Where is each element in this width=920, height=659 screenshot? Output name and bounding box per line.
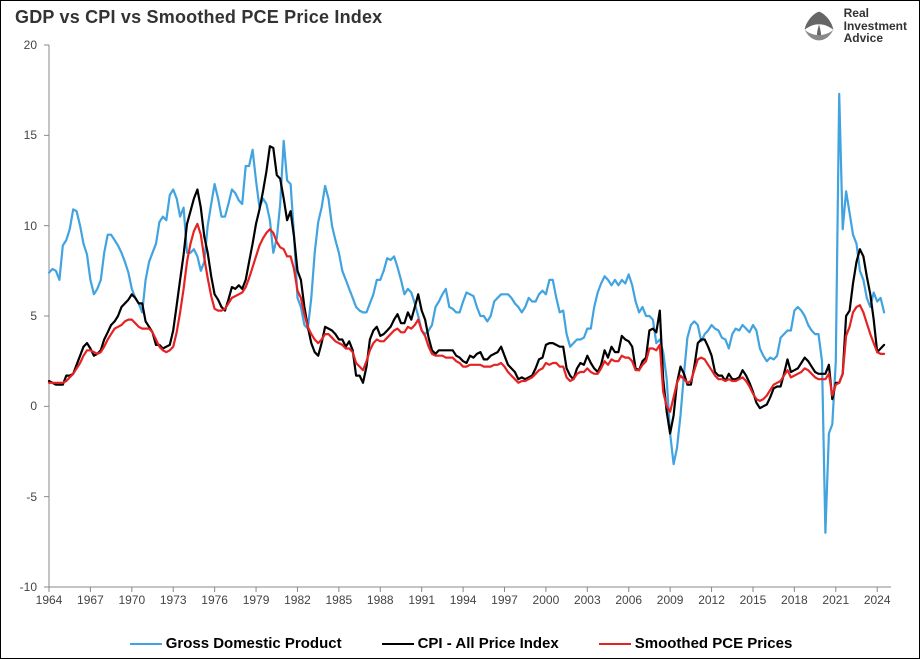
legend: Gross Domestic Product CPI - All Price I… xyxy=(1,635,920,652)
x-axis-labels: 1964196719701973197619791982198519881991… xyxy=(41,593,901,613)
x-tick-label: 1985 xyxy=(326,593,353,607)
x-tick-label: 1967 xyxy=(77,593,104,607)
y-tick-label: -10 xyxy=(7,580,37,594)
legend-swatch-gdp xyxy=(130,643,162,645)
y-tick-label: 0 xyxy=(7,399,37,413)
y-tick-label: 15 xyxy=(7,128,37,142)
legend-swatch-cpi xyxy=(382,643,414,645)
x-tick-label: 1979 xyxy=(243,593,270,607)
legend-item-pce: Smoothed PCE Prices xyxy=(599,635,793,652)
y-tick-label: 20 xyxy=(7,38,37,52)
x-tick-label: 1994 xyxy=(450,593,477,607)
series-line xyxy=(49,94,884,533)
x-tick-label: 2003 xyxy=(574,593,601,607)
x-tick-label: 2015 xyxy=(740,593,767,607)
x-tick-label: 2006 xyxy=(615,593,642,607)
legend-swatch-pce xyxy=(599,643,631,645)
legend-item-gdp: Gross Domestic Product xyxy=(130,635,342,652)
x-tick-label: 1991 xyxy=(408,593,435,607)
y-tick-label: 5 xyxy=(7,309,37,323)
x-tick-label: 2024 xyxy=(864,593,891,607)
x-tick-label: 2018 xyxy=(781,593,808,607)
legend-label-cpi: CPI - All Price Index xyxy=(418,635,559,652)
x-tick-label: 2009 xyxy=(657,593,684,607)
x-tick-label: 1976 xyxy=(201,593,228,607)
x-tick-label: 1973 xyxy=(160,593,187,607)
chart-title: GDP vs CPI vs Smoothed PCE Price Index xyxy=(15,7,382,28)
y-tick-label: -5 xyxy=(7,490,37,504)
x-tick-label: 2012 xyxy=(698,593,725,607)
x-tick-label: 2021 xyxy=(822,593,849,607)
logo-line1: Real xyxy=(844,7,907,20)
x-tick-label: 1997 xyxy=(491,593,518,607)
x-tick-label: 1970 xyxy=(118,593,145,607)
y-tick-label: 10 xyxy=(7,219,37,233)
x-tick-label: 1982 xyxy=(284,593,311,607)
x-tick-label: 2000 xyxy=(533,593,560,607)
legend-label-gdp: Gross Domestic Product xyxy=(166,635,342,652)
plot-area xyxy=(41,37,901,607)
plot-svg xyxy=(41,37,901,607)
x-tick-label: 1988 xyxy=(367,593,394,607)
legend-label-pce: Smoothed PCE Prices xyxy=(635,635,793,652)
chart-frame: GDP vs CPI vs Smoothed PCE Price Index R… xyxy=(0,0,920,659)
x-tick-label: 1964 xyxy=(36,593,63,607)
legend-item-cpi: CPI - All Price Index xyxy=(382,635,559,652)
